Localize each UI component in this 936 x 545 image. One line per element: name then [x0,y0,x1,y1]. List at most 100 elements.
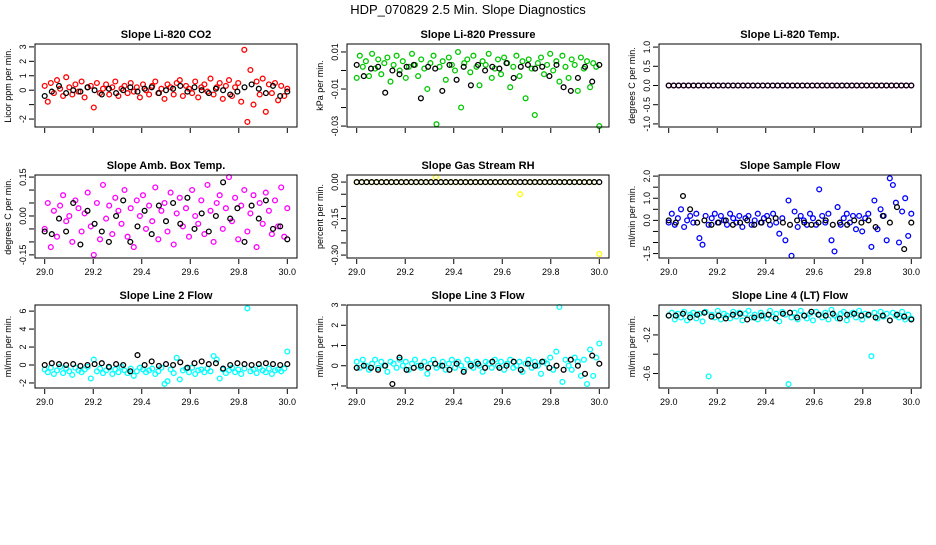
data-point [464,56,471,63]
data-point [353,364,360,371]
data-point [241,361,248,368]
data-point [758,312,765,319]
data-point [730,215,737,222]
data-point [70,361,77,368]
data-point [889,181,896,189]
data-point [109,231,116,238]
series-2 [665,192,915,253]
plot-frame [346,174,610,259]
data-point [899,208,906,215]
data-point [403,366,410,373]
data-point [708,221,715,228]
data-point [445,54,452,61]
x-tick-label: 29.6 [181,397,199,407]
data-point [127,365,134,372]
data-point [262,108,269,115]
x-tick-label: 29.4 [445,397,463,407]
data-point [232,194,239,201]
data-point [672,312,679,319]
data-point [262,360,269,367]
data-point [815,311,822,318]
data-point [70,199,77,207]
data-point [510,358,517,365]
data-point [44,369,51,376]
data-point [701,217,708,224]
x-tick-label: 29.2 [84,267,102,277]
data-point [155,236,162,243]
data-point [467,82,474,89]
data-point [737,219,744,226]
data-point [424,370,431,377]
y-tick-label: 0.15 [18,168,28,186]
y-tick-label: 3 [330,302,340,307]
data-point [121,186,128,194]
y-tick-label: 2 [18,345,28,350]
data-point [222,205,229,212]
data-point [868,353,875,360]
data-point [844,311,851,318]
data-point [225,77,233,84]
y-tick-label: -0.15 [330,208,340,229]
data-point [127,368,134,375]
plot-frame [34,174,298,259]
x-tick-label: 29.0 [348,397,366,407]
data-point [164,378,171,385]
data-point [84,189,91,196]
data-point [872,314,879,321]
data-point [772,315,779,322]
data-point [525,56,532,63]
data-point [48,88,55,95]
y-tick-label: 1.0 [642,41,652,54]
data-point [127,205,134,212]
data-point [537,54,545,61]
data-point [106,91,113,98]
data-point [418,56,425,63]
data-point [167,366,174,373]
data-point [141,361,148,369]
data-point [375,63,382,70]
data-point [665,217,672,224]
data-point [176,194,183,201]
panel-6: Slope Sample Flow ml/min per min. 29.0 29.2… [627,160,922,277]
data-point [553,348,560,355]
data-point [476,82,483,89]
data-point [362,362,369,369]
x-tick-label: 30.0 [591,267,609,277]
data-point [184,364,191,371]
panel-title: Slope Line 4 (LT) Flow [732,290,848,302]
data-point [497,71,505,78]
data-point [378,358,385,365]
data-point [255,85,262,92]
data-point [155,202,162,209]
data-point [485,50,492,57]
data-point [840,215,847,222]
data-point [432,65,439,72]
data-point [99,85,107,92]
data-point [908,219,915,226]
data-point [808,308,815,315]
data-point [91,361,98,368]
data-point [470,52,477,59]
data-point [235,79,242,87]
data-point [227,91,234,98]
data-point [785,197,792,204]
data-point [687,314,694,321]
data-point [118,220,125,227]
data-point [474,61,482,68]
data-point [699,318,706,325]
data-point [583,380,591,388]
data-point [421,358,428,365]
data-point [155,362,162,369]
data-point [537,370,545,377]
data-point [212,85,219,92]
data-point [271,197,279,204]
y-tick-label: 0.5 [642,60,652,73]
data-point [546,364,553,371]
panel-4: Slope Amb. Box Temp. degrees C per min. 29… [3,160,298,277]
data-point [513,362,520,369]
data-point [105,363,112,370]
data-point [539,63,546,70]
x-tick-label: 29.8 [230,397,248,407]
data-point [170,199,177,207]
data-point [540,71,548,78]
